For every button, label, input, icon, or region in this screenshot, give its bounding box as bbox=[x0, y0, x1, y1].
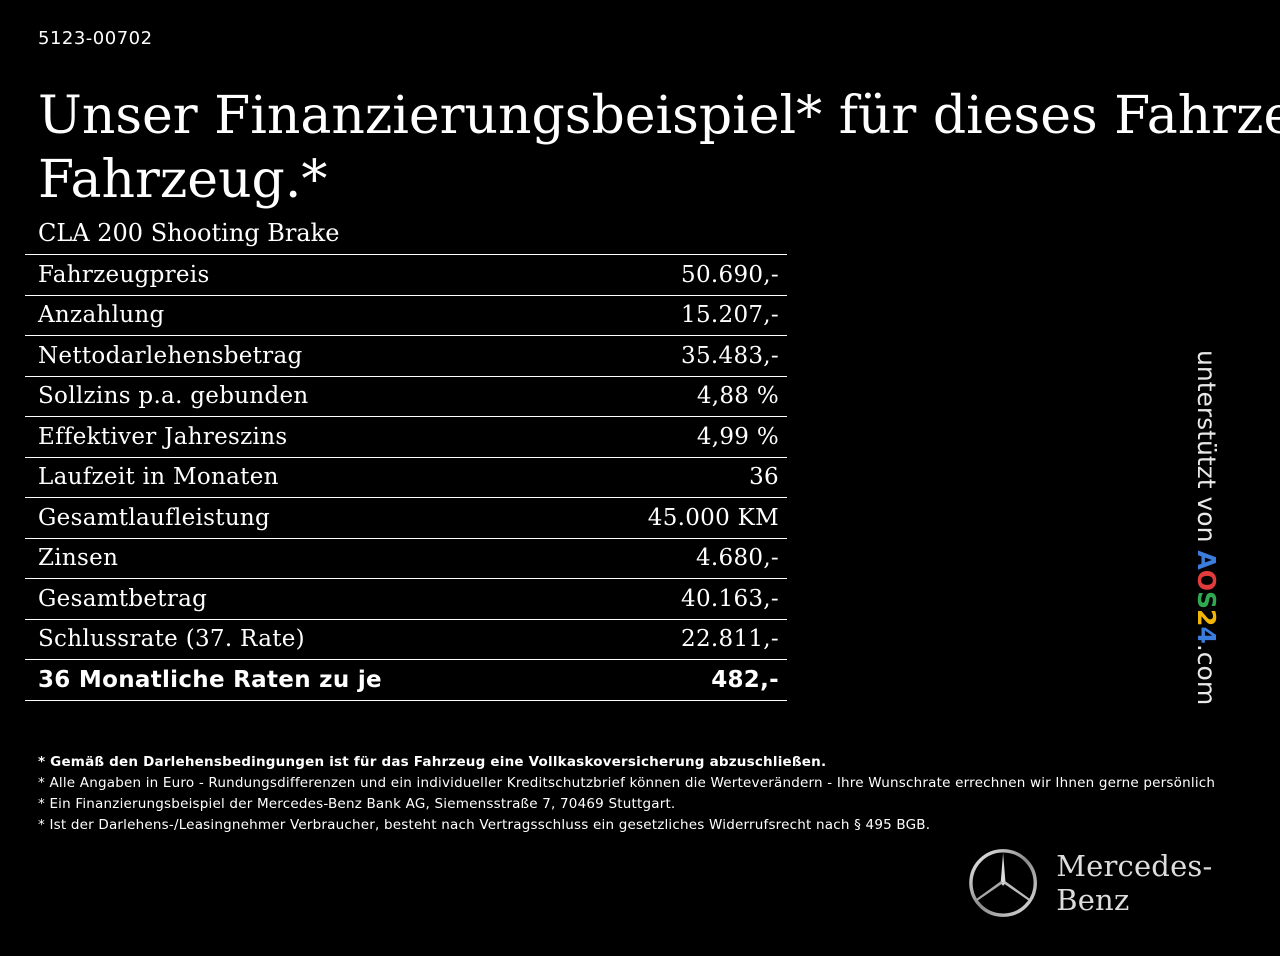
table-row: Effektiver Jahreszins 4,99 % bbox=[25, 417, 787, 458]
table-row: Gesamtbetrag 40.163,- bbox=[25, 579, 787, 620]
brand-name: Mercedes-Benz bbox=[1056, 849, 1213, 917]
row-value: 4,88 % bbox=[696, 383, 779, 410]
row-value: 4.680,- bbox=[695, 545, 779, 572]
row-label: Laufzeit in Monaten bbox=[38, 464, 279, 491]
footnote: * Gemäß den Darlehensbedingungen ist für… bbox=[38, 754, 827, 770]
sponsor-prefix: unterstützt von bbox=[1192, 350, 1221, 543]
monthly-rate-row: 36 Monatliche Raten zu je 482,- bbox=[25, 660, 787, 701]
row-value: 4,99 % bbox=[696, 423, 779, 450]
total-value: 482,- bbox=[711, 666, 779, 693]
mercedes-star-icon bbox=[969, 849, 1037, 917]
row-label: Gesamtlaufleistung bbox=[38, 504, 271, 531]
brand-logo: Mercedes-Benz bbox=[968, 846, 1280, 920]
table-row: Zinsen 4.680,- bbox=[25, 539, 787, 579]
footnote: * Ein Finanzierungsbeispiel der Mercedes… bbox=[38, 796, 676, 812]
table-row: Gesamtlaufleistung 45.000 KM bbox=[25, 498, 787, 539]
vehicle-model: CLA 200 Shooting Brake bbox=[38, 219, 340, 247]
row-label: Effektiver Jahreszins bbox=[38, 423, 288, 450]
row-label: Gesamtbetrag bbox=[38, 585, 208, 612]
row-value: 15.207,- bbox=[681, 302, 779, 329]
footnotes: * Gemäß den Darlehensbedingungen ist für… bbox=[38, 752, 1258, 836]
table-row: Sollzins p.a. gebunden 4,88 % bbox=[25, 377, 787, 417]
row-value: 50.690,- bbox=[681, 261, 779, 288]
financing-table: Fahrzeugpreis 50.690,- Anzahlung 15.207,- … bbox=[25, 254, 787, 701]
table-row: Fahrzeugpreis 50.690,- bbox=[25, 255, 787, 296]
row-value: 45.000 KM bbox=[647, 504, 779, 531]
reference-number: 5123-00702 bbox=[38, 28, 153, 49]
table-row: Schlussrate (37. Rate) 22.811,- bbox=[25, 620, 787, 660]
row-label: Schlussrate (37. Rate) bbox=[38, 626, 305, 653]
page-title: Unser Finanzierungsbeispiel* für dieses … bbox=[38, 84, 1280, 214]
row-label: Anzahlung bbox=[38, 302, 165, 329]
total-label: 36 Monatliche Raten zu je bbox=[38, 666, 382, 693]
row-label: Fahrzeugpreis bbox=[38, 261, 210, 288]
table-row: Anzahlung 15.207,- bbox=[25, 296, 787, 336]
aos24-logo: AOS24 bbox=[1192, 550, 1221, 644]
row-label: Zinsen bbox=[38, 545, 119, 572]
row-value: 40.163,- bbox=[681, 585, 779, 612]
table-row: Nettodarlehensbetrag 35.483,- bbox=[25, 336, 787, 377]
row-value: 35.483,- bbox=[681, 342, 779, 369]
title-line-1: Unser Finanzierungsbeispiel* für dieses … bbox=[38, 86, 1280, 146]
footnote: * Alle Angaben in Euro - Rundungsdiffere… bbox=[38, 775, 1216, 791]
sponsor-text: unterstützt von AOS24.com bbox=[1191, 350, 1221, 705]
row-label: Nettodarlehensbetrag bbox=[38, 342, 303, 369]
title-line-2: Fahrzeug.* bbox=[38, 150, 328, 210]
row-value: 36 bbox=[749, 464, 779, 491]
sponsor-suffix: .com bbox=[1192, 643, 1221, 706]
sponsor-credit: unterstützt von AOS24.com bbox=[1186, 350, 1280, 705]
table-row: Laufzeit in Monaten 36 bbox=[25, 458, 787, 498]
row-value: 22.811,- bbox=[681, 626, 779, 653]
footnote: * Ist der Darlehens-/Leasingnehmer Verbr… bbox=[38, 817, 931, 833]
row-label: Sollzins p.a. gebunden bbox=[38, 383, 309, 410]
